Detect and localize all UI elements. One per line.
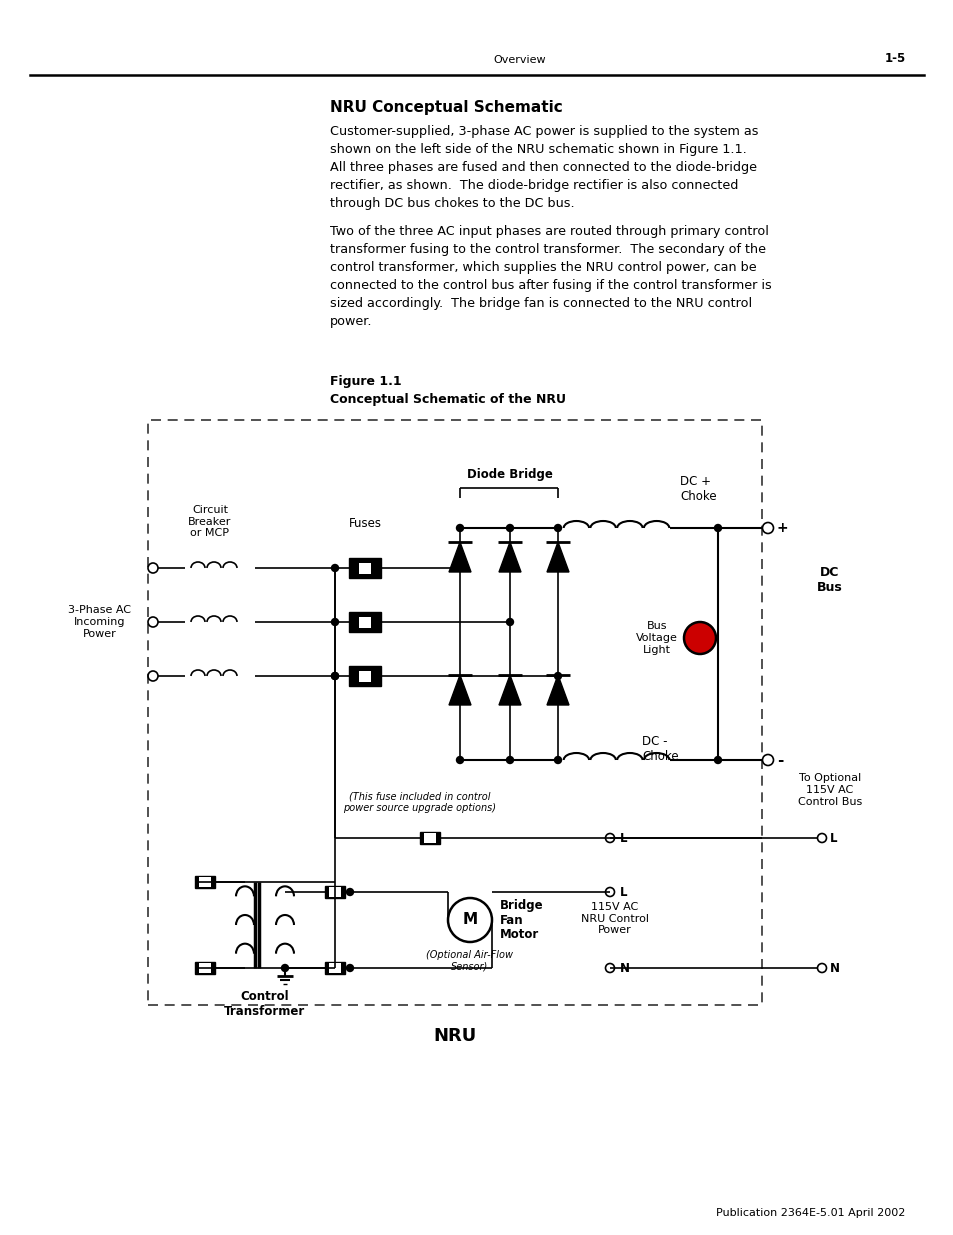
- Bar: [199, 963, 211, 973]
- Bar: [423, 834, 436, 842]
- Text: L: L: [619, 885, 627, 899]
- Circle shape: [346, 965, 354, 972]
- Bar: [358, 616, 371, 627]
- Bar: [329, 963, 340, 973]
- Text: Two of the three AC input phases are routed through primary control: Two of the three AC input phases are rou…: [330, 225, 768, 238]
- Bar: [194, 876, 214, 888]
- Text: control transformer, which supplies the NRU control power, can be: control transformer, which supplies the …: [330, 261, 756, 274]
- Bar: [325, 885, 345, 898]
- Circle shape: [331, 564, 338, 572]
- Text: Circuit
Breaker
or MCP: Circuit Breaker or MCP: [188, 505, 232, 538]
- Text: Diode Bridge: Diode Bridge: [467, 468, 553, 480]
- Circle shape: [506, 525, 513, 531]
- Circle shape: [331, 619, 338, 625]
- Text: 1-5: 1-5: [883, 52, 904, 65]
- Bar: [194, 962, 214, 974]
- Text: L: L: [619, 831, 627, 845]
- Polygon shape: [546, 676, 568, 705]
- Text: -: -: [776, 752, 782, 767]
- Text: transformer fusing to the control transformer.  The secondary of the: transformer fusing to the control transf…: [330, 243, 765, 256]
- Text: Bridge
Fan
Motor: Bridge Fan Motor: [499, 899, 543, 941]
- Polygon shape: [449, 676, 471, 705]
- Text: Figure 1.1: Figure 1.1: [330, 375, 401, 388]
- Polygon shape: [546, 542, 568, 572]
- Circle shape: [714, 757, 720, 763]
- Bar: [358, 562, 371, 573]
- Text: To Optional
115V AC
Control Bus: To Optional 115V AC Control Bus: [797, 773, 862, 806]
- Text: Overview: Overview: [493, 56, 546, 65]
- Circle shape: [506, 757, 513, 763]
- Text: L: L: [829, 831, 837, 845]
- Polygon shape: [498, 542, 520, 572]
- Text: Fuses: Fuses: [348, 517, 381, 530]
- Text: M: M: [462, 913, 477, 927]
- Text: N: N: [619, 962, 629, 974]
- Text: 115V AC
NRU Control
Power: 115V AC NRU Control Power: [580, 902, 648, 935]
- Circle shape: [554, 757, 561, 763]
- Text: All three phases are fused and then connected to the diode-bridge: All three phases are fused and then conn…: [330, 161, 757, 174]
- Circle shape: [456, 525, 463, 531]
- Bar: [349, 666, 380, 685]
- Bar: [349, 613, 380, 632]
- Text: Control
Transformer: Control Transformer: [224, 990, 305, 1018]
- Circle shape: [714, 525, 720, 531]
- Text: Publication 2364E-5.01 April 2002: Publication 2364E-5.01 April 2002: [715, 1208, 904, 1218]
- Circle shape: [554, 525, 561, 531]
- Bar: [199, 877, 211, 887]
- Circle shape: [554, 673, 561, 679]
- Text: N: N: [829, 962, 840, 974]
- Text: (This fuse included in control
power source upgrade options): (This fuse included in control power sou…: [343, 792, 496, 813]
- Text: NRU Conceptual Schematic: NRU Conceptual Schematic: [330, 100, 562, 115]
- Text: through DC bus chokes to the DC bus.: through DC bus chokes to the DC bus.: [330, 198, 574, 210]
- Text: +: +: [776, 521, 788, 535]
- Text: Customer-supplied, 3-phase AC power is supplied to the system as: Customer-supplied, 3-phase AC power is s…: [330, 125, 758, 138]
- Text: shown on the left side of the NRU schematic shown in Figure 1.1.: shown on the left side of the NRU schema…: [330, 143, 746, 156]
- Bar: [358, 671, 371, 682]
- Polygon shape: [449, 542, 471, 572]
- Circle shape: [456, 757, 463, 763]
- Text: (Optional Air-Flow
Sensor): (Optional Air-Flow Sensor): [426, 950, 513, 972]
- Bar: [419, 832, 439, 844]
- Bar: [325, 962, 345, 974]
- Bar: [329, 887, 340, 897]
- Circle shape: [506, 619, 513, 625]
- Text: 3-Phase AC
Incoming
Power: 3-Phase AC Incoming Power: [69, 605, 132, 638]
- Circle shape: [281, 965, 288, 972]
- Text: DC +
Choke: DC + Choke: [679, 475, 716, 503]
- Polygon shape: [498, 676, 520, 705]
- Text: Bus
Voltage
Light: Bus Voltage Light: [636, 621, 678, 655]
- Text: NRU: NRU: [433, 1028, 476, 1045]
- Text: DC
Bus: DC Bus: [817, 566, 842, 594]
- Text: rectifier, as shown.  The diode-bridge rectifier is also connected: rectifier, as shown. The diode-bridge re…: [330, 179, 738, 191]
- Circle shape: [683, 622, 716, 655]
- Circle shape: [331, 673, 338, 679]
- Text: Conceptual Schematic of the NRU: Conceptual Schematic of the NRU: [330, 393, 565, 406]
- Text: DC -
Choke: DC - Choke: [641, 735, 678, 763]
- Circle shape: [456, 564, 463, 572]
- Circle shape: [331, 673, 338, 679]
- Circle shape: [346, 888, 354, 895]
- Bar: [349, 558, 380, 578]
- Text: sized accordingly.  The bridge fan is connected to the NRU control: sized accordingly. The bridge fan is con…: [330, 296, 751, 310]
- Text: connected to the control bus after fusing if the control transformer is: connected to the control bus after fusin…: [330, 279, 771, 291]
- Text: power.: power.: [330, 315, 372, 329]
